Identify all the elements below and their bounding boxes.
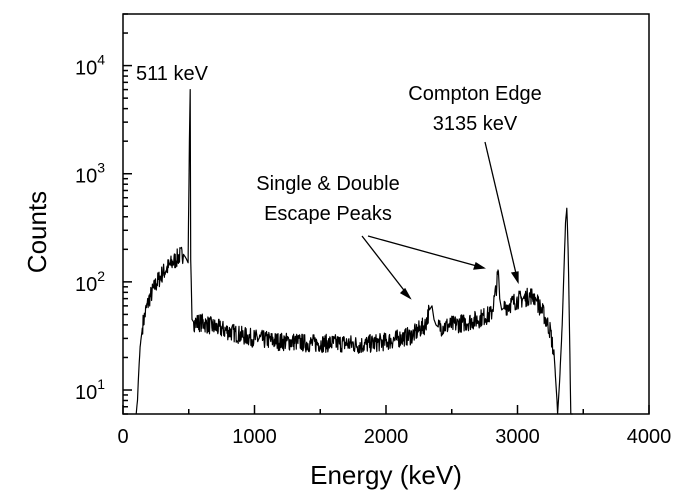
x-tick-label: 1000	[232, 426, 277, 448]
x-tick-label: 4000	[627, 426, 672, 448]
arrow-double-escape	[367, 235, 485, 269]
annotation-compton-edge-line2: 3135 keV	[433, 113, 518, 135]
arrowhead-single-escape	[399, 287, 412, 300]
x-axis-label: Energy (keV)	[310, 460, 462, 490]
x-tick-label: 2000	[364, 426, 409, 448]
x-axis-ticks: 0 1000 2000 3000 4000	[117, 405, 671, 448]
annotation-arrows	[361, 141, 519, 300]
y-axis-label: Counts	[22, 191, 52, 273]
y-tick-label: 101	[75, 376, 105, 404]
y-tick-label: 102	[75, 268, 105, 296]
annotation-escape-peaks-line2: Escape Peaks	[264, 203, 392, 225]
annotation-escape-peaks-line1: Single & Double	[256, 173, 399, 195]
y-tick-label: 103	[75, 160, 105, 188]
y-tick-label: 104	[75, 52, 105, 80]
x-tick-label: 3000	[495, 426, 540, 448]
spectrum-line	[135, 89, 573, 415]
arrow-compton-edge	[484, 141, 519, 283]
arrow-single-escape	[361, 235, 411, 299]
annotation-511-kev: 511 keV	[136, 63, 209, 85]
annotation-compton-edge-line1: Compton Edge	[408, 83, 541, 105]
x-tick-label: 0	[117, 426, 128, 448]
arrowhead-compton-edge	[510, 271, 519, 285]
arrowhead-double-escape	[473, 262, 486, 270]
y-axis-ticks: 101 102 103 104	[75, 13, 132, 415]
